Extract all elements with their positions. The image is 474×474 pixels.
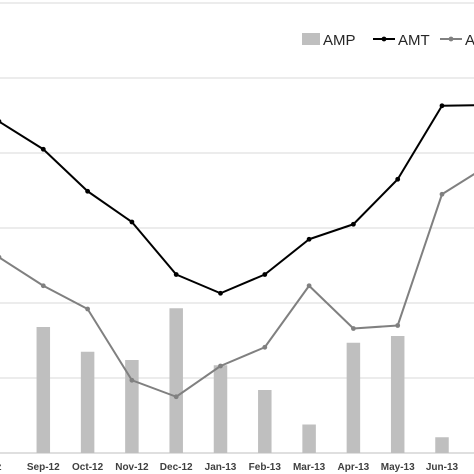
x-tick-label: Jan-13: [205, 462, 237, 473]
a-legend-marker: [448, 36, 454, 42]
x-axis-ticks: z Sep-12 Oct-12 Nov-12 Dec-12 Jan-13 Feb-13 Mar…: [0, 462, 459, 473]
amt-point: [262, 272, 268, 277]
amp-bar: [80, 351, 95, 453]
x-tick-label: Nov-12: [115, 462, 149, 473]
amt-point: [351, 221, 356, 227]
a-point: [0, 255, 2, 260]
x-tick-label: Mar-13: [293, 462, 326, 473]
amp-bars: [36, 308, 449, 453]
amt-point: [173, 272, 179, 277]
amp-bar: [346, 342, 361, 453]
amp-bar: [258, 390, 272, 453]
amp-bar: [213, 365, 228, 453]
a-point: [262, 344, 268, 350]
amp-legend-swatch: [302, 33, 320, 45]
amt-point: [85, 188, 90, 194]
a-point: [351, 326, 356, 331]
a-point: [306, 283, 312, 289]
gridlines: [0, 2, 474, 454]
a-point: [439, 191, 445, 197]
x-tick-label: z: [0, 462, 2, 473]
amp-bar: [36, 327, 51, 453]
amp-bar: [390, 336, 405, 453]
amt-point: [218, 290, 223, 296]
amt-legend-marker: [381, 36, 387, 42]
legend: AMP AMT A: [302, 32, 474, 49]
x-tick-label: Dec-12: [160, 462, 193, 473]
a-line: [0, 173, 474, 398]
x-tick-label: May-13: [381, 462, 415, 473]
a-point: [395, 323, 401, 328]
a-point: [85, 306, 90, 312]
x-tick-label: Jun-13: [426, 462, 459, 473]
amp-bar: [169, 308, 183, 453]
amp-bar: [302, 424, 316, 453]
amp-legend-label: AMP: [323, 32, 356, 49]
amt-point: [40, 146, 46, 152]
amt-point: [395, 176, 401, 182]
x-tick-label: Oct-12: [72, 462, 104, 473]
amt-point: [439, 103, 445, 109]
a-point: [40, 283, 46, 289]
amt-line: [0, 104, 474, 295]
line-series: [0, 103, 474, 400]
amt-point: [0, 119, 2, 124]
x-tick-label: Sep-12: [27, 462, 60, 473]
a-legend-label: A: [465, 32, 474, 49]
x-tick-label: Feb-13: [249, 462, 282, 473]
amp-bar: [125, 360, 139, 453]
amp-bar: [435, 437, 449, 453]
a-point: [129, 377, 135, 383]
a-point: [173, 394, 179, 400]
amt-point: [306, 236, 312, 242]
x-tick-label: Apr-13: [338, 462, 370, 473]
amt-legend-label: AMT: [398, 32, 430, 49]
a-point: [218, 363, 223, 369]
amt-point: [129, 219, 135, 225]
